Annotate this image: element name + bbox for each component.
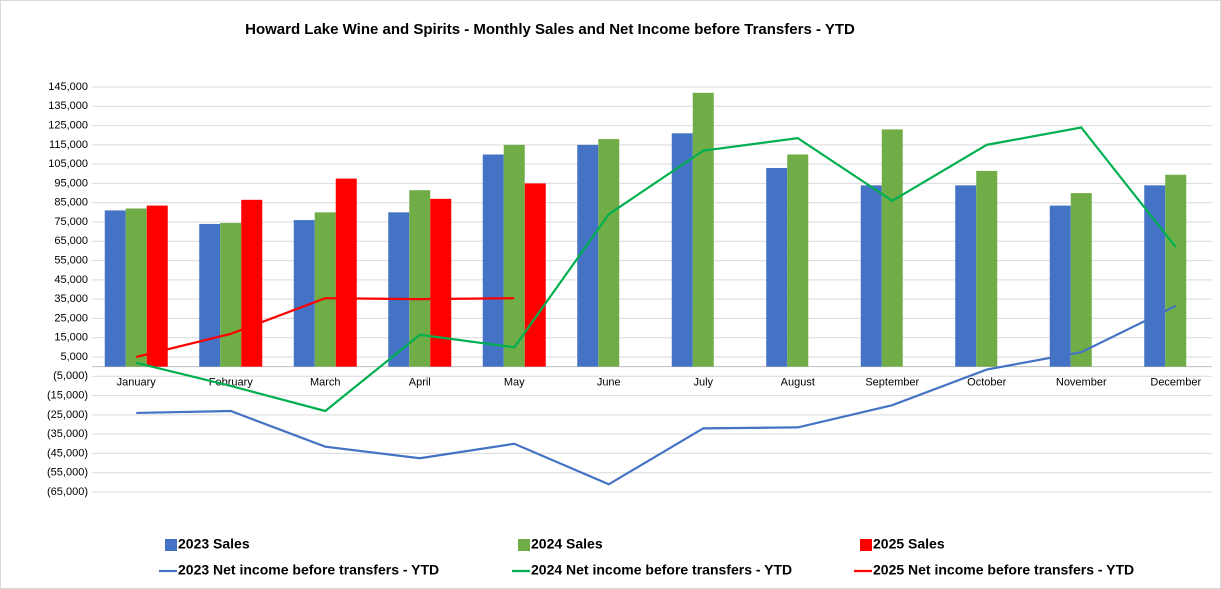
bar <box>860 185 882 367</box>
line-series <box>136 304 1177 486</box>
y-tick-label: (65,000) <box>47 486 88 498</box>
y-tick-label: 85,000 <box>54 197 88 209</box>
x-tick-label: March <box>310 377 341 389</box>
legend-swatch <box>518 539 530 551</box>
x-tick-label: May <box>504 377 525 389</box>
legend-label: 2024 Net income before transfers - YTD <box>531 562 792 578</box>
bar <box>976 170 998 367</box>
x-tick-label: June <box>597 377 621 389</box>
bar <box>787 154 809 367</box>
bar <box>199 223 221 367</box>
bar <box>503 144 525 367</box>
legend-swatch <box>860 539 872 551</box>
y-tick-label: 115,000 <box>49 139 88 151</box>
bar <box>881 129 903 367</box>
y-tick-label: 65,000 <box>54 235 88 247</box>
bar <box>1049 205 1071 367</box>
x-tick-label: April <box>409 377 431 389</box>
bar <box>146 205 168 367</box>
bar <box>1165 174 1187 367</box>
bar <box>955 185 977 367</box>
legend-label: 2025 Net income before transfers - YTD <box>873 562 1134 578</box>
bar <box>293 220 315 367</box>
y-tick-label: 135,000 <box>48 100 88 112</box>
legend-label: 2023 Net income before transfers - YTD <box>178 562 439 578</box>
y-tick-label: 25,000 <box>54 312 88 324</box>
y-tick-label: 75,000 <box>54 216 88 228</box>
x-tick-label: September <box>865 377 919 389</box>
legend-swatch <box>165 539 177 551</box>
bar <box>577 144 599 367</box>
bar <box>1144 185 1166 367</box>
x-tick-label: August <box>781 377 815 389</box>
bar <box>388 212 410 367</box>
bar <box>482 154 504 367</box>
bar <box>766 168 788 367</box>
line-series <box>135 126 1177 413</box>
x-tick-label: November <box>1056 377 1107 389</box>
x-tick-label: February <box>209 377 254 389</box>
bar <box>220 222 242 367</box>
y-tick-label: 45,000 <box>54 274 88 286</box>
y-tick-label: (25,000) <box>47 409 88 421</box>
bar <box>671 133 693 367</box>
legend-label: 2024 Sales <box>531 536 603 552</box>
y-tick-label: 55,000 <box>54 254 88 266</box>
bar <box>430 198 452 367</box>
legend-label: 2023 Sales <box>178 536 250 552</box>
x-tick-label: July <box>693 377 713 389</box>
y-tick-label: 5,000 <box>60 351 88 363</box>
x-tick-label: December <box>1150 377 1201 389</box>
y-tick-label: 35,000 <box>54 293 88 305</box>
y-tick-label: 15,000 <box>54 332 88 344</box>
bar <box>125 208 147 367</box>
bar <box>241 199 263 367</box>
bar <box>1070 193 1092 367</box>
y-tick-label: (5,000) <box>53 370 88 382</box>
y-tick-label: (15,000) <box>47 389 88 401</box>
y-tick-label: 105,000 <box>48 158 88 170</box>
y-tick-label: 145,000 <box>48 81 88 93</box>
legend-label: 2025 Sales <box>873 536 945 552</box>
y-tick-label: (45,000) <box>47 447 88 459</box>
bar <box>598 139 620 367</box>
line-series <box>135 297 515 359</box>
y-tick-label: (55,000) <box>47 467 88 479</box>
bar <box>524 183 546 367</box>
x-tick-label: January <box>117 377 157 389</box>
chart-title: Howard Lake Wine and Spirits - Monthly S… <box>245 21 855 38</box>
y-tick-label: 95,000 <box>54 177 88 189</box>
y-tick-label: (35,000) <box>47 428 88 440</box>
bar <box>335 178 357 367</box>
bar <box>314 212 336 367</box>
y-tick-label: 125,000 <box>48 119 88 131</box>
bar <box>409 190 431 367</box>
bar <box>104 210 126 367</box>
x-tick-label: October <box>967 377 1006 389</box>
bar <box>692 92 714 367</box>
